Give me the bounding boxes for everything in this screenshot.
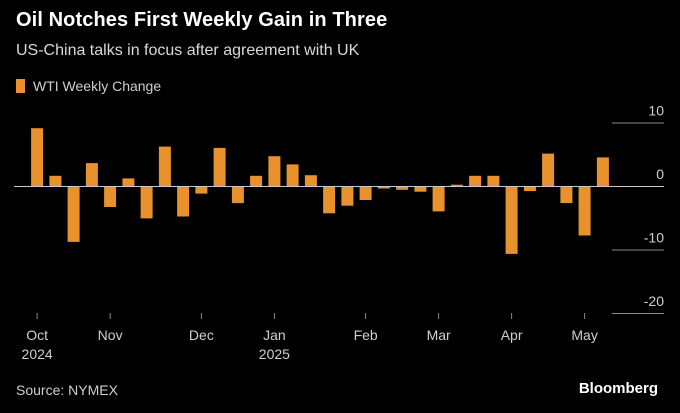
bar: [268, 156, 281, 186]
chart-title: Oil Notches First Weekly Gain in Three: [16, 9, 388, 31]
legend: WTI Weekly Change: [16, 78, 161, 94]
bar: [85, 163, 98, 186]
bar: [213, 147, 226, 186]
bar: [67, 186, 80, 242]
bar: [158, 146, 171, 186]
bar: [304, 175, 317, 186]
x-tick-label: Apr: [501, 327, 523, 343]
x-tick-year-label: 2025: [259, 346, 290, 362]
bar: [542, 153, 555, 186]
y-tick-label: 0: [656, 166, 664, 182]
bar: [560, 186, 573, 204]
bar: [122, 178, 135, 186]
bar: [487, 175, 500, 186]
x-tick-label: May: [571, 327, 597, 343]
bar: [250, 175, 263, 186]
bar: [104, 186, 117, 207]
bar: [195, 186, 208, 194]
y-tick-label: -20: [644, 293, 664, 309]
x-tick-label: Jan: [263, 327, 286, 343]
x-tick-label: Dec: [189, 327, 214, 343]
legend-label: WTI Weekly Change: [33, 78, 162, 94]
bar: [377, 186, 390, 189]
bar: [523, 186, 536, 192]
bar: [505, 186, 518, 254]
bloomberg-logo: Bloomberg: [578, 380, 658, 397]
bar: [323, 186, 336, 214]
bar: [31, 128, 44, 186]
x-tick-label: Oct: [26, 327, 48, 343]
bar: [359, 186, 372, 200]
y-tick-label: 10: [648, 103, 664, 119]
bar: [177, 186, 190, 217]
bar: [596, 157, 609, 186]
source-note: Source: NYMEX: [16, 382, 118, 398]
bar: [49, 175, 62, 186]
legend-swatch: [16, 79, 25, 93]
bar: [286, 164, 299, 186]
y-tick-label: -10: [644, 230, 664, 246]
bar: [578, 186, 591, 236]
bar: [341, 186, 354, 206]
bar: [469, 175, 482, 186]
x-tick-year-label: 2024: [22, 346, 53, 362]
bar: [231, 186, 244, 204]
bar: [450, 184, 463, 186]
x-tick-label: Mar: [427, 327, 451, 343]
bar: [414, 186, 427, 192]
bar: [432, 186, 445, 212]
bar: [140, 186, 153, 219]
x-tick-label: Nov: [98, 327, 123, 343]
bar: [396, 186, 409, 190]
chart-subtitle: US-China talks in focus after agreement …: [16, 42, 360, 59]
x-tick-label: Feb: [354, 327, 378, 343]
